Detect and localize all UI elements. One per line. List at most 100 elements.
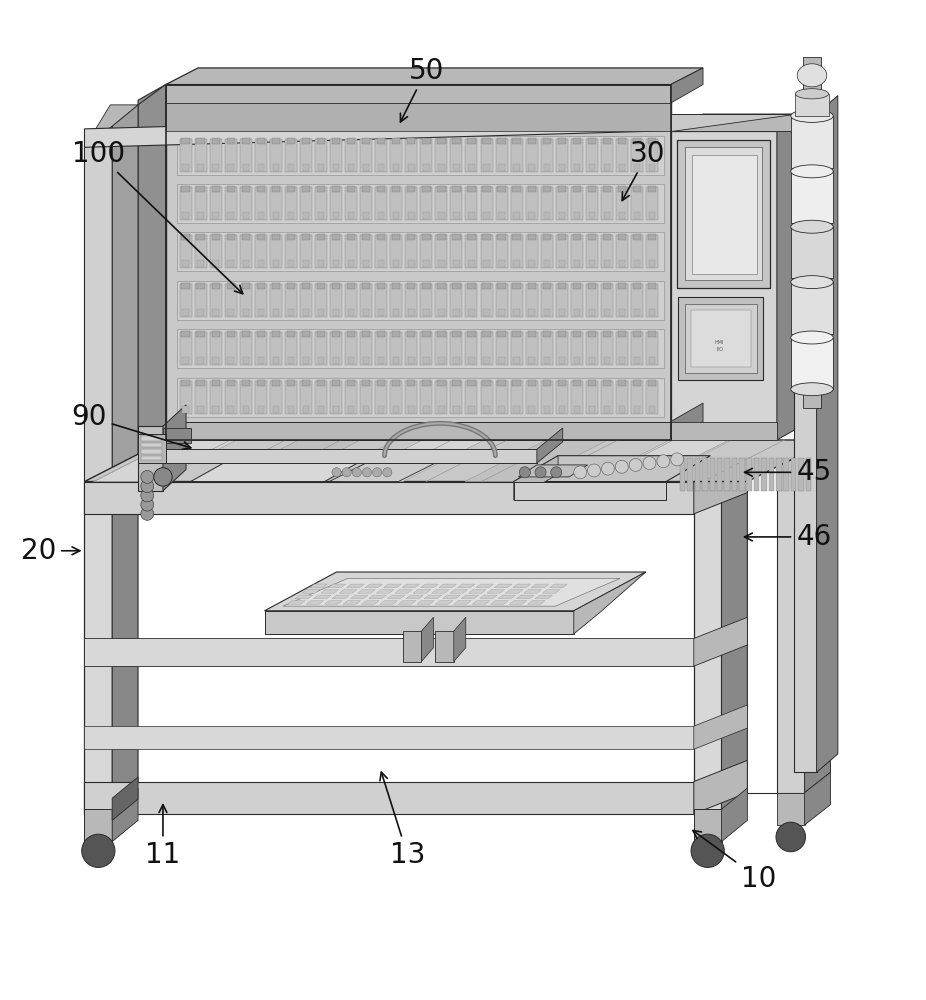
Polygon shape bbox=[481, 381, 493, 414]
Bar bbox=[468, 283, 476, 289]
Bar bbox=[393, 164, 399, 171]
Polygon shape bbox=[739, 458, 745, 491]
Polygon shape bbox=[112, 105, 138, 482]
Polygon shape bbox=[526, 381, 538, 414]
Polygon shape bbox=[402, 584, 419, 588]
Bar bbox=[544, 357, 550, 364]
Bar bbox=[558, 406, 565, 413]
Bar bbox=[257, 260, 264, 267]
Polygon shape bbox=[255, 381, 267, 414]
Polygon shape bbox=[461, 595, 479, 599]
Bar bbox=[363, 260, 369, 267]
Polygon shape bbox=[513, 584, 531, 588]
Circle shape bbox=[141, 507, 154, 520]
Bar bbox=[572, 138, 581, 144]
Bar bbox=[211, 380, 219, 386]
Bar bbox=[618, 186, 626, 192]
Polygon shape bbox=[420, 284, 432, 317]
Bar bbox=[422, 380, 431, 386]
Bar bbox=[332, 283, 340, 289]
Bar bbox=[227, 331, 235, 337]
Polygon shape bbox=[240, 187, 252, 220]
Bar bbox=[497, 186, 506, 192]
Polygon shape bbox=[360, 139, 372, 172]
Bar bbox=[257, 138, 265, 144]
Polygon shape bbox=[510, 381, 522, 414]
Polygon shape bbox=[341, 440, 484, 482]
Bar bbox=[482, 234, 491, 240]
Polygon shape bbox=[535, 595, 553, 599]
Bar bbox=[604, 309, 610, 316]
Polygon shape bbox=[420, 139, 432, 172]
Bar bbox=[453, 309, 459, 316]
Bar bbox=[257, 406, 264, 413]
Polygon shape bbox=[240, 235, 252, 268]
Bar bbox=[288, 309, 294, 316]
Polygon shape bbox=[646, 332, 658, 365]
Polygon shape bbox=[454, 617, 466, 662]
Circle shape bbox=[141, 498, 154, 511]
Polygon shape bbox=[678, 297, 763, 380]
Polygon shape bbox=[285, 187, 297, 220]
Bar bbox=[529, 260, 535, 267]
Polygon shape bbox=[269, 235, 282, 268]
Polygon shape bbox=[694, 458, 700, 491]
Bar bbox=[141, 436, 162, 441]
Polygon shape bbox=[670, 68, 703, 103]
Bar bbox=[288, 260, 294, 267]
Polygon shape bbox=[209, 235, 221, 268]
Bar bbox=[588, 234, 596, 240]
Bar bbox=[332, 164, 339, 171]
Bar bbox=[469, 164, 475, 171]
Bar bbox=[377, 138, 385, 144]
Bar bbox=[422, 283, 431, 289]
Polygon shape bbox=[390, 332, 402, 365]
Polygon shape bbox=[519, 465, 588, 477]
Polygon shape bbox=[84, 782, 694, 814]
Bar bbox=[648, 380, 657, 386]
Bar bbox=[572, 283, 581, 289]
Bar bbox=[392, 234, 400, 240]
Polygon shape bbox=[631, 332, 643, 365]
Bar bbox=[197, 357, 204, 364]
Bar bbox=[528, 331, 536, 337]
Bar bbox=[498, 309, 505, 316]
Bar bbox=[557, 380, 566, 386]
Polygon shape bbox=[360, 187, 372, 220]
Bar bbox=[512, 331, 520, 337]
Bar bbox=[287, 186, 295, 192]
Polygon shape bbox=[692, 155, 757, 274]
Polygon shape bbox=[194, 139, 206, 172]
Polygon shape bbox=[420, 332, 432, 365]
Polygon shape bbox=[390, 284, 402, 317]
Bar bbox=[589, 164, 595, 171]
Polygon shape bbox=[435, 187, 447, 220]
Polygon shape bbox=[670, 403, 703, 440]
Bar bbox=[288, 406, 294, 413]
Bar bbox=[181, 186, 190, 192]
Polygon shape bbox=[721, 788, 747, 842]
Bar bbox=[604, 357, 610, 364]
Polygon shape bbox=[791, 116, 833, 168]
Bar bbox=[211, 283, 219, 289]
Polygon shape bbox=[330, 235, 342, 268]
Bar bbox=[377, 283, 385, 289]
Bar bbox=[211, 186, 219, 192]
Text: 11: 11 bbox=[145, 805, 181, 869]
Bar bbox=[482, 380, 491, 386]
Bar bbox=[529, 164, 535, 171]
Circle shape bbox=[574, 466, 587, 479]
Polygon shape bbox=[586, 381, 598, 414]
Ellipse shape bbox=[797, 64, 827, 87]
Polygon shape bbox=[420, 235, 432, 268]
Bar bbox=[317, 380, 325, 386]
Polygon shape bbox=[487, 590, 505, 593]
Bar bbox=[497, 234, 506, 240]
Bar bbox=[588, 283, 596, 289]
Polygon shape bbox=[343, 601, 360, 604]
Bar bbox=[317, 331, 325, 337]
Polygon shape bbox=[570, 332, 582, 365]
Bar bbox=[257, 186, 265, 192]
Bar bbox=[272, 212, 279, 219]
Polygon shape bbox=[112, 460, 138, 814]
